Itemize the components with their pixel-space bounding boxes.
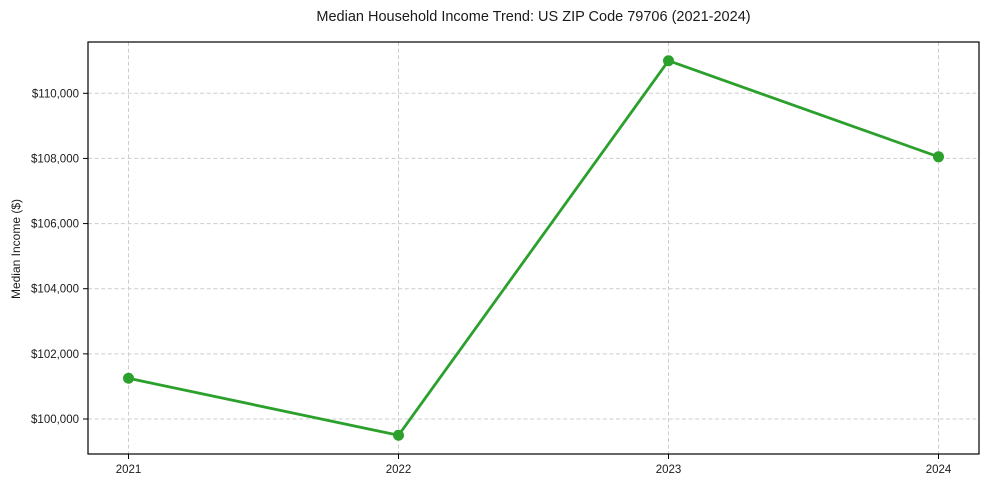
y-tick-label: $106,000: [31, 219, 79, 231]
x-tick-label: 2021: [116, 464, 142, 476]
data-point-2021: [123, 372, 134, 384]
data-point-2024: [933, 151, 944, 163]
data-point-2023: [663, 55, 674, 67]
x-tick-label: 2023: [656, 464, 682, 476]
data-point-2022: [393, 429, 404, 441]
x-tick-label: 2024: [926, 464, 952, 476]
y-tick-label: $100,000: [31, 414, 79, 426]
plot-border: [87, 41, 980, 455]
chart-title: Median Household Income Trend: US ZIP Co…: [316, 9, 751, 25]
trend-line: [127, 59, 940, 437]
x-tick-label: 2022: [386, 464, 412, 476]
y-tick-label: $104,000: [31, 284, 79, 296]
y-tick-label: $110,000: [32, 88, 79, 100]
y-tick-label: $102,000: [31, 349, 79, 361]
y-tick-label: $108,000: [31, 153, 79, 165]
